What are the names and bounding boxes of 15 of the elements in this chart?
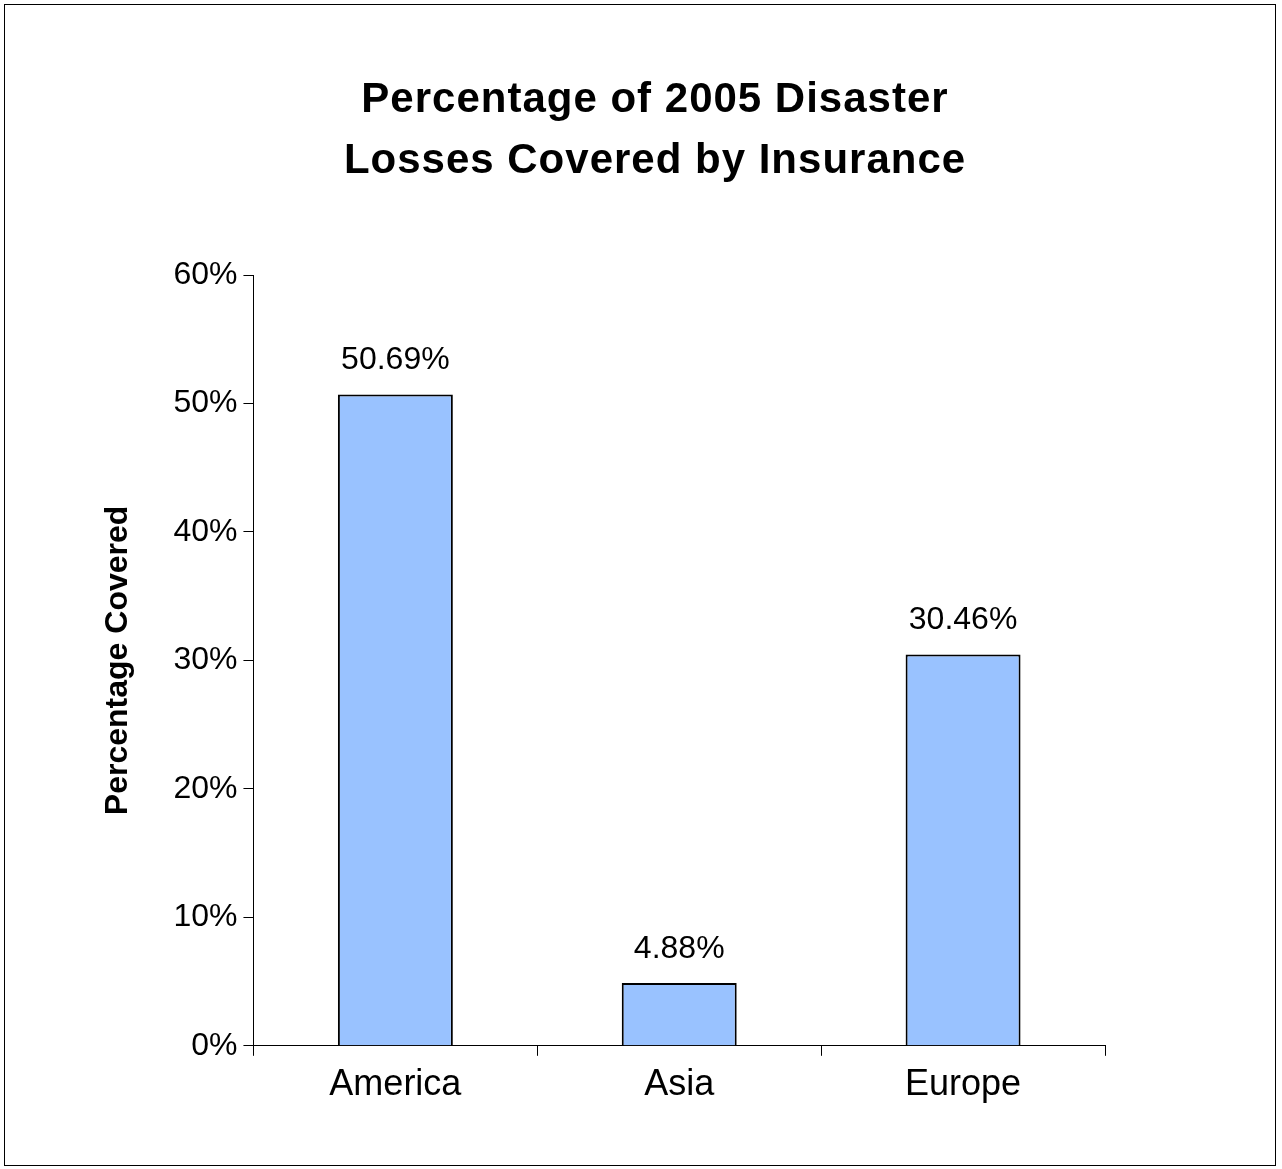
chart-title: Percentage of 2005 Disaster Losses Covered by Insurance — [342, 73, 968, 184]
y-tick-label: 20% — [173, 768, 238, 805]
y-tick-label: 0% — [191, 1025, 238, 1062]
y-tick-label: 40% — [173, 511, 238, 548]
y-tick-label: 60% — [173, 254, 238, 291]
y-tick-label: 30% — [173, 640, 238, 677]
data-label: 4.88% — [633, 928, 725, 965]
data-label: 30.46% — [908, 600, 1018, 637]
y-axis-title: Percentage Covered — [98, 505, 135, 816]
y-tick-label: 50% — [173, 383, 238, 420]
data-label: 50.69% — [341, 340, 450, 377]
x-tick-label: Asia — [644, 1062, 716, 1104]
y-tick-label: 10% — [173, 897, 238, 934]
x-tick-label: Europe — [905, 1062, 1022, 1104]
x-tick-label: America — [329, 1062, 463, 1104]
